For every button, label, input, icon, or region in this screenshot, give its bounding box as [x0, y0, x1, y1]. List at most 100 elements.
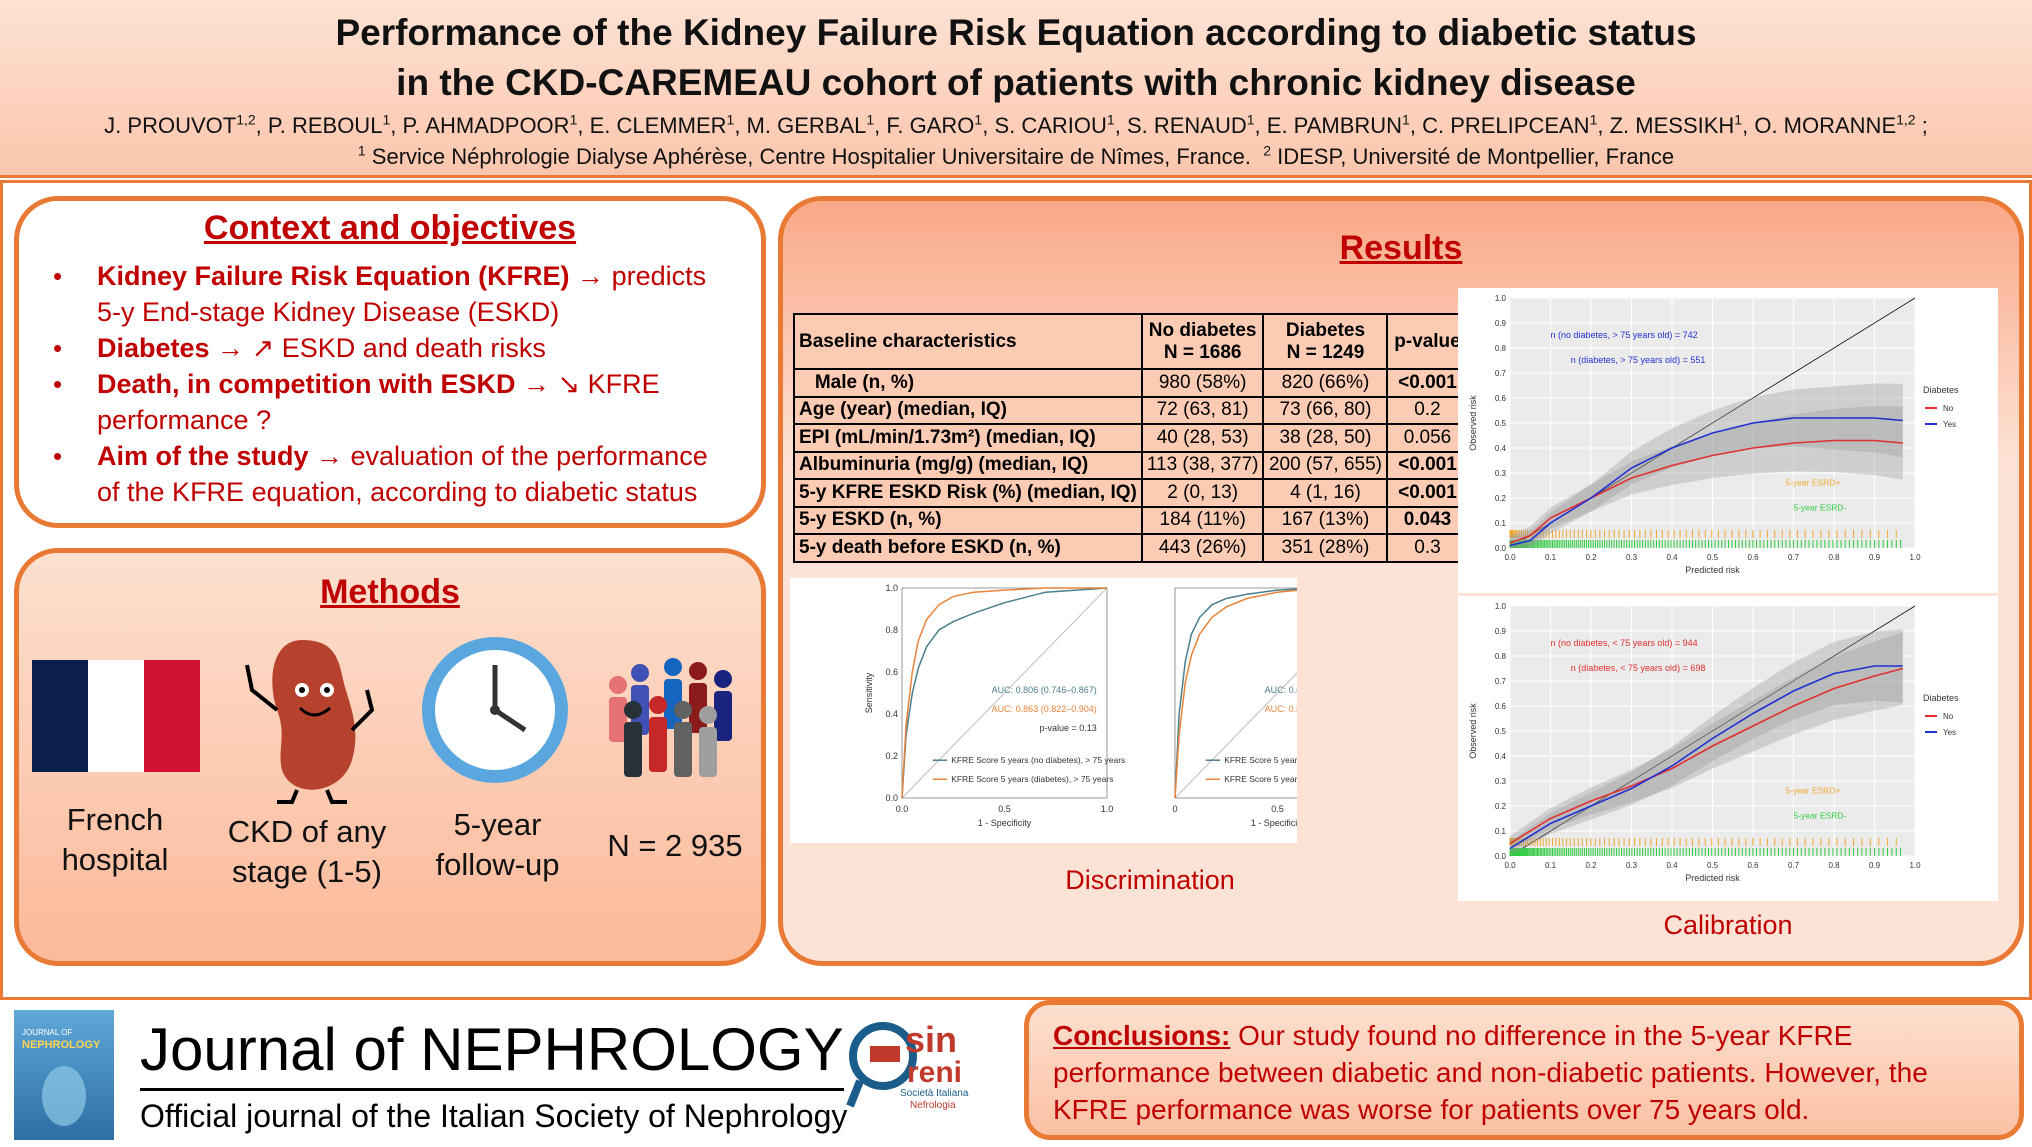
roc-y-tick: 0.8	[885, 625, 898, 635]
sin-logo-caption-2: Nefrologia	[910, 1100, 956, 1111]
context-list: Kidney Failure Risk Equation (KFRE) → pr…	[53, 258, 737, 510]
cal-series-line	[1509, 439, 1903, 544]
cal-y-tick: 0.7	[1495, 677, 1507, 686]
table-row: 5-y ESKD (n, %) 184 (11%) 167 (13%) 0.043	[793, 505, 1469, 535]
cal-y-tick: 0.8	[1495, 652, 1507, 661]
author-name: P. REBOUL	[267, 113, 383, 138]
cal-y-tick: 0.6	[1495, 702, 1507, 711]
roc-annotation: AUC: 0.863 (0.822–0.904)	[992, 704, 1097, 714]
cal-annotation: 5-year ESRD-	[1794, 503, 1847, 513]
author-affil-sup: 1,2	[1896, 111, 1916, 128]
author-separator: ,	[734, 113, 747, 138]
table-header-cell: Diabetes N = 1249	[1262, 313, 1389, 370]
cal-x-tick: 0.3	[1626, 553, 1638, 562]
cal-x-tick: 1.0	[1909, 861, 1921, 870]
roc-series-line	[901, 587, 1108, 799]
cal-x-tick: 0.6	[1747, 861, 1759, 870]
table-cell: 5-y death before ESKD (n, %)	[793, 533, 1143, 563]
table-body: Male (n, %) 980 (58%) 820 (66%) <0.001 Age (…	[793, 368, 1469, 563]
cal-annotation: 5-year ESRD+	[1785, 478, 1840, 488]
cal-x-tick: 0.7	[1788, 553, 1800, 562]
cal-x-tick: 0.1	[1545, 861, 1557, 870]
author-name: P. AHMADPOOR	[402, 113, 570, 138]
header-n: N = 1686	[1163, 341, 1242, 363]
table-header-cell: p-value	[1386, 313, 1469, 370]
table-row: Male (n, %) 980 (58%) 820 (66%) <0.001	[793, 368, 1469, 398]
table-row: EPI (mL/min/1.73m²) (median, IQ) 40 (28, …	[793, 423, 1469, 453]
author-affil-sup: 1	[726, 111, 735, 128]
cal-x-tick: 0.0	[1504, 861, 1516, 870]
author-name: S. CARIOU	[994, 113, 1107, 138]
table-cell: 184 (11%)	[1140, 505, 1265, 535]
context-item-strong: Death, in competition with ESKD →	[97, 369, 551, 399]
cal-y-tick: 0.9	[1495, 627, 1507, 636]
roc-x-label: 1 - Specificity	[978, 818, 1032, 828]
table-cell: 113 (38, 377)	[1140, 450, 1265, 480]
cal-annotation: n (no diabetes, > 75 years old) = 742	[1551, 330, 1698, 340]
context-item: Kidney Failure Risk Equation (KFRE) → pr…	[53, 258, 737, 330]
cal-x-tick: 1.0	[1909, 553, 1921, 562]
roc-annotation: AUC: 0.896 (0.867–0.926)	[1265, 685, 1297, 695]
cal-confidence-band	[1510, 383, 1903, 548]
poster-title-line-2: in the CKD-CAREMEAU cohort of patients w…	[396, 62, 1636, 103]
roc-series-line	[1174, 589, 1297, 799]
cal-y-tick: 0.2	[1495, 802, 1507, 811]
roc-annotation: p-value = 0.13	[1039, 723, 1096, 733]
author-name: J. PROUVOT	[104, 113, 237, 138]
discrimination-caption: Discrimination	[1065, 865, 1235, 895]
method-label-2: 5-year follow-up	[435, 807, 560, 882]
cal-x-label: Predicted risk	[1685, 565, 1740, 575]
header-n: N = 1249	[1286, 341, 1365, 363]
cal-y-tick: 0.4	[1495, 444, 1507, 453]
results-title: Results	[1339, 229, 1463, 267]
calibration-caption: Calibration	[1663, 910, 1793, 940]
method-label-3: N = 2 935	[607, 828, 743, 863]
roc-y-label: Sensitivity	[864, 672, 874, 713]
context-item-strong: Diabetes →	[97, 333, 245, 363]
roc-annotation: AUC: 0.806 (0.746–0.867)	[992, 685, 1097, 695]
author-name: F. GARO	[886, 113, 975, 138]
table-row: 5-y KFRE ESKD Risk (%) (median, IQ) 2 (0,…	[793, 478, 1469, 508]
table-cell: Male (n, %)	[793, 368, 1143, 398]
author-separator: ,	[577, 113, 590, 138]
context-item: Aim of the study → evaluation of the per…	[53, 438, 737, 510]
cal-legend-label: Yes	[1943, 420, 1956, 429]
cal-legend-title: Diabetes	[1923, 385, 1959, 395]
table-header-cell: Baseline characteristics	[793, 313, 1143, 370]
table-cell: 0.2	[1386, 395, 1469, 425]
table-cell: 4 (1, 16)	[1262, 478, 1389, 508]
affil-1-sup: 1	[357, 142, 366, 159]
roc-x-tick: 0.5	[998, 804, 1011, 814]
context-item: Death, in competition with ESKD → ↘ KFRE…	[53, 366, 737, 438]
context-panel: Context and objectives Kidney Failure Ri…	[14, 196, 766, 528]
cal-y-tick: 0.8	[1495, 344, 1507, 353]
cal-legend-title: Diabetes	[1923, 693, 1959, 703]
method-label-0: French hospital	[61, 802, 169, 877]
cover-line: JOURNAL OF	[22, 1028, 73, 1037]
cal-x-tick: 0.9	[1869, 553, 1881, 562]
cal-annotation: 5-year ESRD+	[1785, 786, 1840, 796]
table-cell: 443 (26%)	[1140, 533, 1265, 563]
context-item-strong: Kidney Failure Risk Equation (KFRE) →	[97, 261, 605, 291]
table-cell: 0.3	[1386, 533, 1469, 563]
roc-x-tick: 0	[1172, 804, 1177, 814]
cal-x-tick: 0.0	[1504, 553, 1516, 562]
cal-annotation: n (diabetes, < 75 years old) = 698	[1571, 663, 1706, 673]
kidney-cover-icon	[42, 1066, 86, 1126]
author-separator: ,	[1409, 113, 1423, 138]
sin-logo: sin reni Società Italiana Nefrologia	[846, 1019, 969, 1111]
roc-diagonal	[901, 587, 1108, 799]
table-cell: 0.043	[1386, 505, 1469, 535]
journal-title: Journal of NEPHROLOGY	[140, 1012, 844, 1091]
sin-logo-sub: reni	[907, 1056, 962, 1089]
cal-x-label: Predicted risk	[1685, 873, 1740, 883]
cal-y-tick: 0.7	[1495, 369, 1507, 378]
author-separator: ,	[1597, 113, 1610, 138]
cal-y-tick: 0.2	[1495, 494, 1507, 503]
cal-x-tick: 0.1	[1545, 553, 1557, 562]
header-text: No diabetes	[1148, 319, 1257, 341]
cal-y-label: Observed risk	[1468, 395, 1478, 451]
cal-x-tick: 0.3	[1626, 861, 1638, 870]
cal-y-label: Observed risk	[1468, 703, 1478, 759]
roc-series-line	[1174, 588, 1297, 799]
